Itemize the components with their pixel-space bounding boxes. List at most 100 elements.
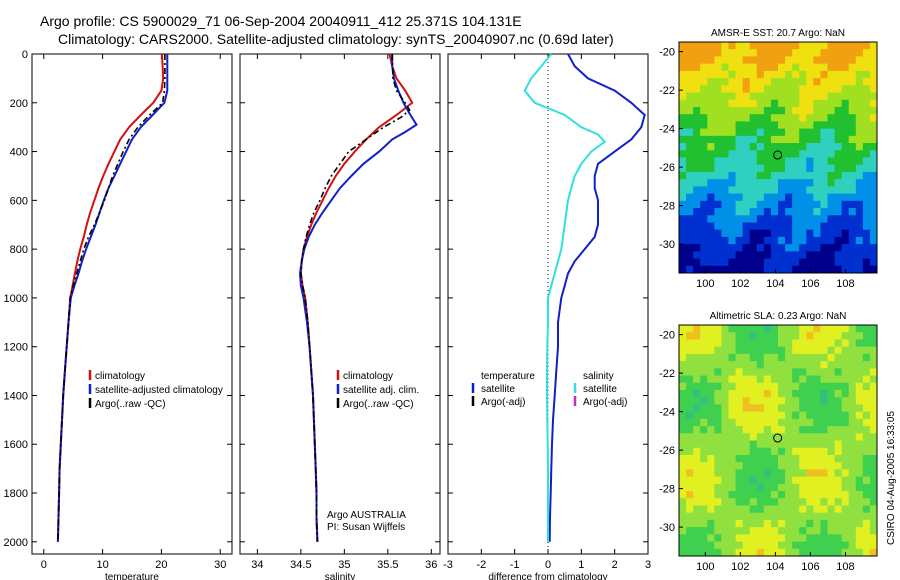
heat-cell [714, 462, 722, 470]
heat-cell [785, 193, 793, 202]
heat-cell [813, 92, 821, 101]
heat-cell [700, 92, 708, 101]
heat-cell [707, 440, 715, 449]
heat-cell [742, 505, 751, 514]
heat-cell [834, 382, 843, 391]
heat-cell [792, 368, 800, 376]
heat-cell [806, 397, 814, 405]
heat-cell [799, 164, 807, 173]
y-tick-label: 600 [10, 195, 28, 207]
heat-cell [693, 339, 701, 348]
heat-cell [721, 236, 729, 245]
heat-cell [700, 63, 708, 72]
heat-cell [693, 397, 701, 405]
heat-cell [749, 99, 758, 108]
heat-cell [848, 70, 857, 79]
heat-cell [742, 215, 751, 223]
heat-cell [763, 389, 772, 398]
heat-cell [735, 171, 744, 180]
heat-cell [806, 99, 814, 108]
heat-cell [792, 208, 800, 216]
heat-cell [721, 411, 729, 420]
heat-cell [728, 135, 736, 144]
heat-cell [693, 236, 701, 245]
heat-cell [749, 114, 758, 122]
heat-cell [820, 208, 828, 216]
x-tick-label: 108 [836, 278, 854, 290]
heat-cell [679, 382, 687, 391]
legend-entry: Argo(-adj) [583, 397, 627, 408]
heat-cell [721, 505, 729, 514]
heat-cell [749, 447, 758, 456]
heat-cell [869, 382, 878, 391]
heat-cell [679, 519, 687, 528]
heat-cell [749, 505, 758, 514]
heat-cell [714, 106, 722, 115]
heat-cell [707, 49, 715, 57]
legend-entry: satellite [583, 384, 617, 395]
heat-cell [700, 361, 708, 369]
heat-cell [756, 498, 765, 506]
heat-cell [806, 208, 814, 216]
heat-cell [700, 222, 708, 231]
heat-cell [742, 397, 751, 405]
heat-cell [848, 332, 857, 340]
heat-cell [799, 375, 807, 384]
heat-cell [869, 121, 878, 130]
heat-cell [813, 171, 821, 180]
heat-cell [834, 244, 843, 252]
heat-cell [679, 534, 687, 542]
heat-cell [735, 92, 744, 101]
heat-cell [827, 99, 835, 108]
heat-cell [820, 164, 828, 173]
heat-cell [728, 265, 736, 274]
heat-cell [806, 491, 814, 499]
heat-cell [778, 476, 786, 485]
heat-cell [827, 462, 835, 470]
heat-cell [841, 418, 850, 427]
axes-frame [31, 53, 233, 555]
heat-cell [848, 462, 857, 470]
heat-cell [679, 346, 687, 355]
heat-cell [820, 128, 828, 137]
heat-cell [848, 229, 857, 238]
heat-cell [721, 353, 729, 362]
heat-cell [862, 440, 871, 449]
heat-cell [799, 325, 807, 333]
heat-cell [827, 236, 835, 245]
heat-cell [799, 389, 807, 398]
heat-cell [813, 157, 821, 166]
heat-cell [862, 222, 871, 231]
heat-cell [820, 114, 828, 122]
heat-cell [778, 426, 786, 434]
heat-cell [700, 164, 708, 173]
heat-cell [721, 433, 729, 441]
y-tick-label: -24 [659, 407, 675, 419]
heat-cell [827, 512, 835, 521]
heat-cell [756, 411, 765, 420]
heat-cell [749, 397, 758, 405]
heat-cell [679, 106, 687, 115]
heat-cell [686, 397, 694, 405]
heat-cell [693, 527, 701, 535]
heat-cell [820, 454, 828, 463]
heat-cell [756, 483, 765, 492]
heat-cell [707, 143, 715, 151]
heat-cell [799, 519, 807, 528]
heat-cell [778, 534, 786, 542]
heat-cell [735, 164, 744, 173]
heat-cell [700, 454, 708, 463]
heat-cell [721, 548, 729, 557]
heat-cell [792, 426, 800, 434]
y-tick-label: -28 [659, 201, 675, 213]
heat-cell [778, 339, 786, 348]
heat-cell [756, 143, 765, 151]
heat-cell [714, 265, 722, 274]
heat-cell [869, 193, 878, 202]
heat-cell [841, 251, 850, 259]
heat-cell [820, 375, 828, 384]
x-tick-label: 100 [696, 561, 714, 573]
heat-cell [707, 469, 715, 477]
heat-cell [792, 135, 800, 144]
heat-cell [770, 179, 779, 187]
